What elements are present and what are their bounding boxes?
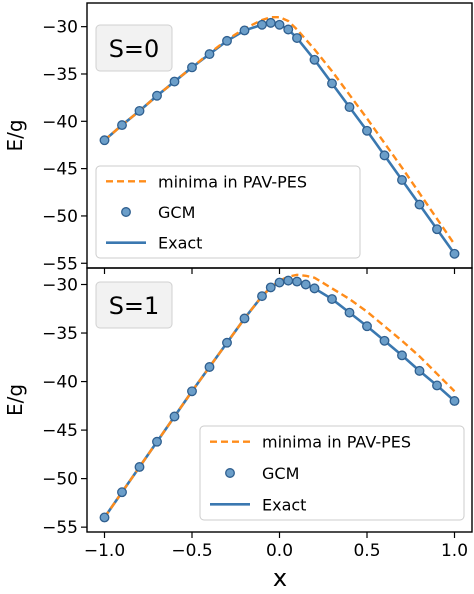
x-tick-label: 0.0: [266, 541, 293, 561]
legend: minima in PAV-PES GCM Exact: [95, 165, 361, 259]
legend-gcm-swatch: [121, 207, 131, 217]
gcm-point: [362, 125, 372, 136]
legend-label: GCM: [158, 203, 195, 222]
gcm-point: [134, 462, 145, 472]
legend-label: Exact: [262, 495, 306, 514]
y-tick-label: −40: [42, 373, 78, 393]
gcm-point: [414, 365, 425, 376]
gcm-point: [283, 275, 294, 286]
panel-label-box: [95, 281, 173, 329]
y-tick-label: −55: [42, 518, 78, 538]
gcm-point: [397, 175, 407, 185]
legend: minima in PAV-PES GCM Exact: [199, 425, 465, 521]
gcm-point: [327, 78, 337, 89]
panel-label-text: S=0: [109, 35, 160, 63]
gcm-point: [449, 248, 460, 259]
gcm-point: [362, 321, 372, 332]
legend-frame: [199, 425, 465, 521]
gcm-point: [449, 396, 460, 406]
gcm-point: [257, 291, 267, 302]
y-tick-label: −50: [42, 470, 78, 490]
gcm-point: [222, 35, 232, 46]
x-axis-label: x: [273, 564, 287, 592]
gcm-point: [152, 436, 162, 447]
gcm-point: [169, 411, 180, 422]
y-axis-label: E/g: [3, 119, 27, 151]
legend-frame: [95, 165, 361, 259]
axes-frame: [86, 267, 473, 533]
legend-label: GCM: [262, 464, 299, 483]
gcm-point: [134, 105, 145, 116]
x-tick-label: 0.5: [353, 541, 380, 561]
gcm-point: [309, 54, 320, 65]
gcm-point: [292, 276, 302, 287]
y-tick-label: −45: [42, 160, 78, 180]
gcm-point: [379, 150, 390, 161]
gcm-point: [379, 335, 390, 346]
gcm-point: [257, 19, 267, 30]
legend-gcm-swatch: [225, 468, 235, 478]
gcm-point: [265, 17, 276, 28]
gcm-point: [344, 307, 355, 318]
gcm-point: [432, 380, 442, 391]
gcm-point: [283, 24, 294, 35]
gcm-point: [152, 90, 162, 101]
pav-series-line: [103, 15, 456, 246]
legend-label: Exact: [158, 234, 202, 253]
gcm-point: [239, 313, 250, 324]
legend-label: minima in PAV-PES: [262, 433, 411, 452]
legend-label: minima in PAV-PES: [158, 172, 307, 191]
gcm-point: [117, 487, 127, 498]
gcm-point: [187, 386, 197, 397]
gcm-point: [222, 337, 232, 348]
gcm-point: [432, 224, 442, 235]
y-tick-label: −30: [42, 18, 78, 38]
panel-s0: −55 −50 −45 −40 −35 −30 E/g S=0 minima in PAV-PE…: [3, 2, 473, 274]
gcm-point: [327, 294, 337, 305]
gcm-point: [397, 350, 407, 361]
gcm-point: [187, 62, 197, 73]
gcm-point: [204, 49, 215, 60]
panel-label: S=0: [95, 24, 173, 72]
gcm-point: [292, 33, 302, 43]
gcm-point: [274, 19, 285, 30]
gcm-point: [265, 282, 276, 293]
gcm-point: [117, 120, 127, 131]
y-tick-label: −40: [42, 112, 78, 132]
gcm-point: [344, 102, 355, 113]
y-tick-label: −55: [42, 254, 78, 274]
panel-label: S=1: [95, 281, 173, 329]
y-tick-label: −30: [42, 276, 78, 296]
gcm-point: [204, 362, 215, 372]
y-tick-label: −45: [42, 421, 78, 441]
y-tick-label: −35: [42, 65, 78, 85]
gcm-point: [414, 199, 425, 210]
gcm-point: [274, 277, 285, 288]
y-tick-label: −50: [42, 207, 78, 227]
panel-label-text: S=1: [109, 292, 160, 320]
x-tick-label: −0.5: [171, 541, 212, 561]
x-tick-label: 1.0: [441, 541, 468, 561]
gcm-point: [99, 135, 110, 146]
y-tick-label: −35: [42, 324, 78, 344]
gcm-point: [239, 25, 250, 36]
gcm-point: [99, 512, 110, 523]
gcm-point: [309, 283, 320, 294]
gcm-point: [169, 76, 180, 87]
panel-s1: −55 −50 −45 −40 −35 −30 −1.0 −0.5 0.0 0.5 1.0 E/g S=…: [3, 267, 473, 561]
panel-label-box: [95, 24, 173, 72]
y-axis-label: E/g: [3, 384, 27, 416]
x-tick-label: −1.0: [84, 541, 125, 561]
gcm-point: [300, 279, 311, 290]
